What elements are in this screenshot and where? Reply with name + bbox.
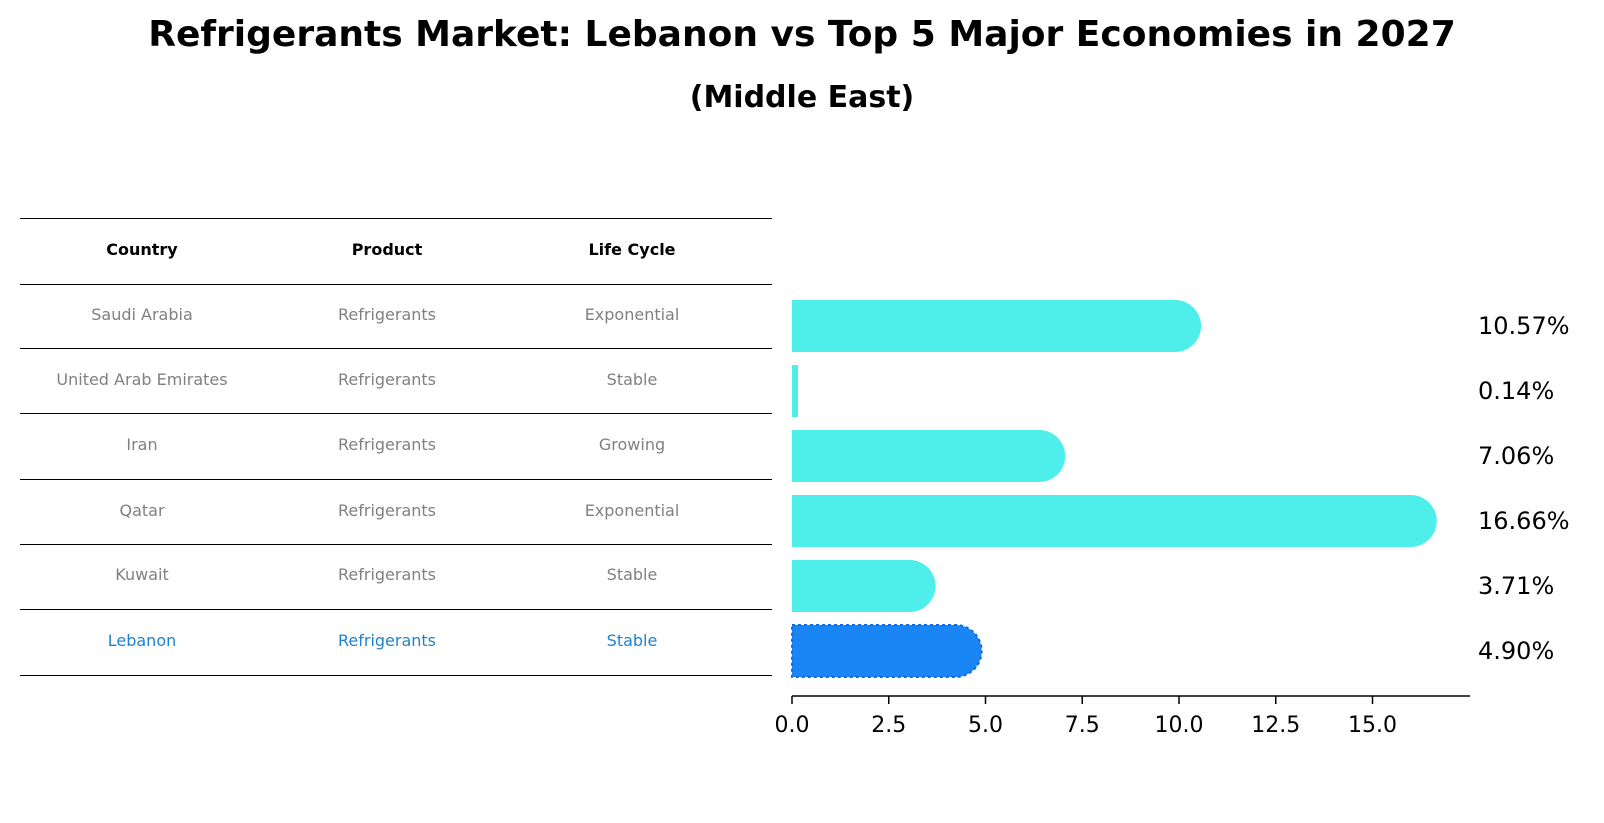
table-rule bbox=[20, 218, 772, 219]
cell-life-cycle: Growing bbox=[598, 435, 666, 454]
value-label: 16.66% bbox=[1478, 507, 1570, 535]
header-country: Country bbox=[106, 240, 178, 259]
table-rule bbox=[20, 479, 772, 480]
cell-life-cycle: Stable bbox=[606, 565, 658, 584]
x-tick-label: 2.5 bbox=[871, 713, 906, 738]
cell-country: Iran bbox=[126, 435, 158, 454]
value-label: 4.90% bbox=[1478, 637, 1554, 665]
value-label: 10.57% bbox=[1478, 312, 1570, 340]
value-label: 3.71% bbox=[1478, 572, 1554, 600]
table-rule bbox=[20, 284, 772, 285]
cell-life-cycle: Exponential bbox=[584, 305, 680, 324]
cell-country: Lebanon bbox=[107, 631, 177, 650]
cell-country: Kuwait bbox=[115, 565, 169, 584]
cell-product: Refrigerants bbox=[337, 305, 437, 324]
bar bbox=[792, 365, 798, 417]
table-rule bbox=[20, 675, 772, 676]
header-product: Product bbox=[351, 240, 423, 259]
header-life-cycle: Life Cycle bbox=[588, 240, 676, 259]
table-rule bbox=[20, 609, 772, 610]
x-tick-label: 12.5 bbox=[1251, 713, 1300, 738]
chart-title: Refrigerants Market: Lebanon vs Top 5 Ma… bbox=[148, 14, 1456, 55]
table-rule bbox=[20, 348, 772, 349]
cell-product: Refrigerants bbox=[337, 501, 437, 520]
bar bbox=[792, 495, 1437, 547]
x-tick-label: 5.0 bbox=[968, 713, 1003, 738]
table-rule bbox=[20, 544, 772, 545]
cell-country: United Arab Emirates bbox=[56, 370, 228, 389]
chart-subtitle: (Middle East) bbox=[689, 80, 915, 115]
cell-life-cycle: Stable bbox=[606, 370, 658, 389]
cell-country: Qatar bbox=[119, 501, 165, 520]
bar bbox=[791, 624, 983, 678]
bar bbox=[792, 560, 936, 612]
x-tick-label: 0.0 bbox=[775, 713, 810, 738]
cell-product: Refrigerants bbox=[337, 631, 437, 650]
cell-product: Refrigerants bbox=[337, 565, 437, 584]
cell-country: Saudi Arabia bbox=[91, 305, 193, 324]
bar bbox=[792, 300, 1202, 352]
x-tick-label: 15.0 bbox=[1348, 713, 1397, 738]
cell-product: Refrigerants bbox=[337, 435, 437, 454]
value-label: 7.06% bbox=[1478, 442, 1554, 470]
table-rule bbox=[20, 413, 772, 414]
x-tick-label: 10.0 bbox=[1155, 713, 1204, 738]
x-tick-label: 7.5 bbox=[1065, 713, 1100, 738]
country-table: Country Product Life Cycle Saudi Arabia … bbox=[20, 0, 772, 823]
cell-life-cycle: Exponential bbox=[584, 501, 680, 520]
value-label: 0.14% bbox=[1478, 377, 1554, 405]
cell-product: Refrigerants bbox=[337, 370, 437, 389]
bar bbox=[792, 430, 1066, 482]
cell-life-cycle: Stable bbox=[606, 631, 658, 650]
